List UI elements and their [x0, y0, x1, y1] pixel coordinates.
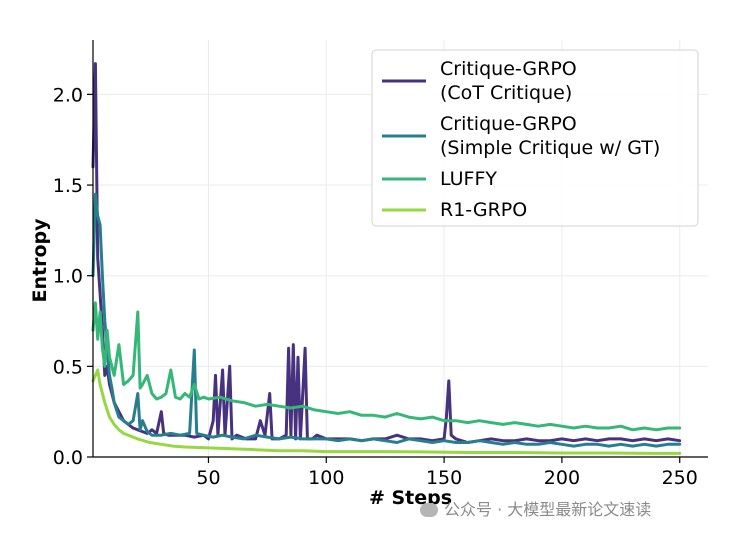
- y-tick-label-3: 1.5: [53, 175, 83, 197]
- y-tick-label-4: 2.0: [53, 84, 83, 106]
- x-tick-label-1: 100: [308, 467, 344, 489]
- x-tick-label-2: 150: [426, 467, 462, 489]
- axes: [92, 40, 708, 458]
- x-ticks: 50 100 150 200 250: [196, 457, 698, 489]
- y-tick-label-0: 0.0: [53, 447, 83, 469]
- x-tick-label-0: 50: [196, 467, 220, 489]
- series-lines: [91, 62, 682, 455]
- y-axis-title: Entropy: [29, 218, 51, 303]
- legend-box: [371, 49, 699, 227]
- y-ticks: 0.0 0.5 1.0 1.5 2.0: [53, 84, 93, 469]
- x-tick-label-3: 200: [544, 467, 580, 489]
- series-line-1: [91, 192, 682, 448]
- legend-label-2: LUFFY: [440, 168, 497, 190]
- series-line-3: [91, 368, 682, 455]
- y-tick-label-2: 1.0: [53, 266, 83, 288]
- x-tick-label-4: 250: [662, 467, 698, 489]
- series-line-2: [91, 301, 682, 432]
- watermark-text: 公众号 · 大模型最新论文速读: [444, 500, 652, 519]
- watermark: 公众号 · 大模型最新论文速读: [420, 496, 651, 520]
- y-tick-label-1: 0.5: [53, 356, 83, 378]
- legend-label-1: Critique-GRPO (Simple Critique w/ GT): [440, 113, 660, 159]
- legend-label-0: Critique-GRPO (CoT Critique): [440, 58, 577, 104]
- legend: Critique-GRPO (CoT Critique) Critique-GRPO…: [371, 49, 699, 227]
- legend-label-3: R1-GRPO: [440, 199, 527, 221]
- wechat-icon: [420, 503, 438, 517]
